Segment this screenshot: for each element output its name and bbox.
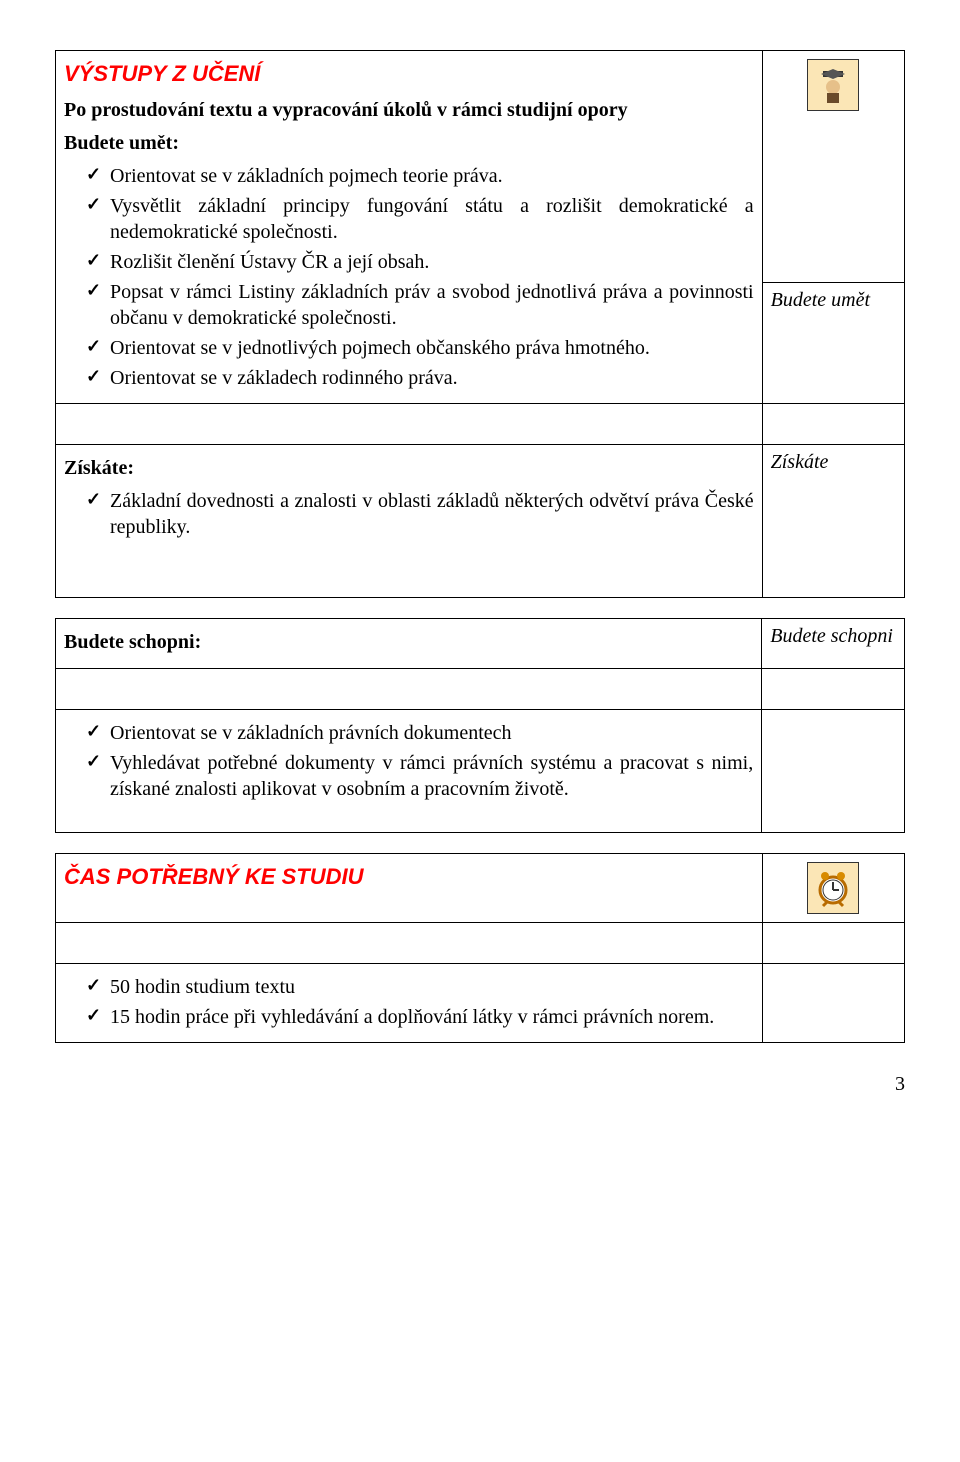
outcomes-block: VÝSTUPY Z UČENÍ Po prostudování textu a … (55, 50, 905, 598)
list-item: Orientovat se v základech rodinného práv… (86, 365, 754, 391)
heading-umet: Budete umět: (64, 132, 754, 155)
list-umet: Orientovat se v základních pojmech teori… (64, 163, 754, 391)
capable-block: Budete schopni: Budete schopni Orientova… (55, 618, 905, 833)
page-number: 3 (55, 1073, 905, 1096)
right-label-schopni: Budete schopni (762, 619, 905, 669)
right-label-umet: Budete umět (762, 282, 904, 403)
list-ziskate: Základní dovednosti a znalosti v oblasti… (64, 488, 754, 540)
clock-icon (807, 862, 859, 914)
list-item: Vysvětlit základní principy fungování st… (86, 193, 754, 245)
list-item: 15 hodin práce při vyhledávání a doplňov… (86, 1004, 754, 1030)
section-intro: Po prostudování textu a vypracování úkol… (64, 99, 754, 122)
list-item: Orientovat se v základních právních doku… (86, 720, 753, 746)
list-time: 50 hodin studium textu 15 hodin práce př… (64, 974, 754, 1030)
right-label-ziskate: Získáte (762, 445, 904, 598)
list-item: Orientovat se v základních pojmech teori… (86, 163, 754, 189)
list-item: Popsat v rámci Listiny základních práv a… (86, 279, 754, 331)
icon-cell (762, 51, 904, 283)
list-item: Rozlišit členění Ústavy ČR a její obsah. (86, 249, 754, 275)
graduate-icon (807, 59, 859, 111)
list-item: Základní dovednosti a znalosti v oblasti… (86, 488, 754, 540)
heading-schopni: Budete schopni: (64, 631, 753, 654)
list-item: Vyhledávat potřebné dokumenty v rámci pr… (86, 750, 753, 802)
icon-cell (762, 854, 904, 923)
list-schopni: Orientovat se v základních právních doku… (64, 720, 753, 802)
list-item: Orientovat se v jednotlivých pojmech obč… (86, 335, 754, 361)
list-item: 50 hodin studium textu (86, 974, 754, 1000)
time-block: ČAS POTŘEBNÝ KE STUDIU 50 hodin stud (55, 853, 905, 1043)
time-title: ČAS POTŘEBNÝ KE STUDIU (64, 864, 754, 890)
heading-ziskate: Získáte: (64, 457, 754, 480)
section-title: VÝSTUPY Z UČENÍ (64, 61, 754, 87)
